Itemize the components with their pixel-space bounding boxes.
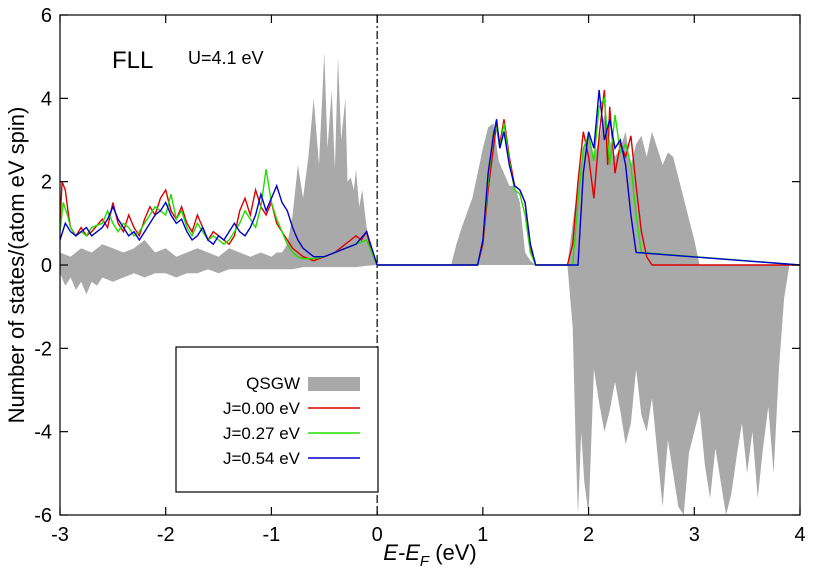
y-tick-label: 0 xyxy=(41,255,52,277)
series-line-3 xyxy=(60,89,800,266)
x-axis-label-unit: (eV) xyxy=(429,540,477,565)
x-tick-label: -1 xyxy=(263,524,281,546)
y-tick-label: 6 xyxy=(41,5,52,27)
y-tick-label: -2 xyxy=(34,338,52,360)
series-qsgw-area xyxy=(60,52,800,515)
x-tick-label: -2 xyxy=(157,524,175,546)
legend-box xyxy=(175,346,379,493)
y-axis-label: Number of states/(atom eV spin) xyxy=(4,107,29,424)
x-tick-label: 3 xyxy=(689,524,700,546)
x-tick-label: 2 xyxy=(583,524,594,546)
qsgw-upper-area xyxy=(60,52,800,265)
y-tick-label: 2 xyxy=(41,172,52,194)
method-annotation: FLL xyxy=(112,47,153,74)
legend-swatch xyxy=(308,377,360,391)
y-tick-label: -4 xyxy=(34,422,52,444)
axis-labels: Number of states/(atom eV spin) E-EF (eV… xyxy=(4,47,477,570)
legend-label: J=0.00 eV xyxy=(223,399,301,418)
x-axis-label-subscript: F xyxy=(420,553,430,570)
qsgw-lower-area xyxy=(60,265,800,515)
legend-label: J=0.54 eV xyxy=(223,449,301,468)
legend-label: J=0.27 eV xyxy=(223,424,301,443)
axes: -3 -2 -1 0 1 2 3 4 -6 -4 -2 0 2 4 6 xyxy=(34,5,805,546)
x-tick-label: 0 xyxy=(372,524,383,546)
x-axis-label: E-EF (eV) xyxy=(383,540,477,570)
x-tick-label: -3 xyxy=(51,524,69,546)
parameter-annotation: U=4.1 eV xyxy=(188,48,264,68)
y-tick-label: 4 xyxy=(41,88,52,110)
series-line-1 xyxy=(60,89,800,266)
x-tick-label: 1 xyxy=(477,524,488,546)
legend-label: QSGW xyxy=(246,374,300,393)
x-tick-label: 4 xyxy=(794,524,805,546)
x-axis-label-main: E-E xyxy=(383,540,420,565)
y-tick-label: -6 xyxy=(34,505,52,527)
series-line-2 xyxy=(60,96,800,266)
legend: QSGW J=0.00 eV J=0.27 eV J=0.54 eV xyxy=(175,346,379,493)
plot-marks xyxy=(60,15,800,515)
